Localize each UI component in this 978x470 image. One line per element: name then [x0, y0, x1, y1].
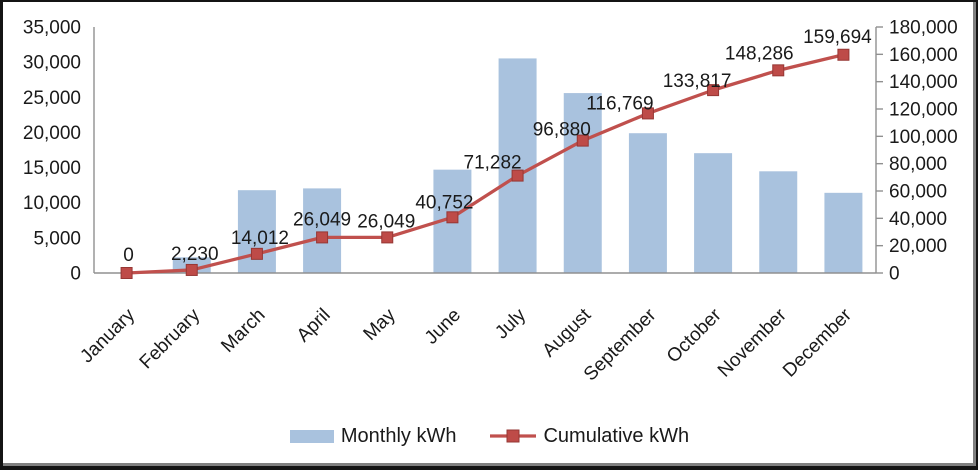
legend-item-cumulative-kwh[interactable]: Cumulative kWh [490, 425, 689, 448]
right-axis-tick-label: 120,000 [889, 100, 958, 121]
left-axis-tick-label: 35,000 [23, 18, 81, 39]
left-axis-tick-label: 15,000 [23, 158, 81, 179]
data-label-december: 159,694 [803, 27, 872, 48]
bar-november[interactable] [759, 171, 798, 273]
cumulative-marker-december[interactable] [837, 48, 850, 61]
bar-april[interactable] [303, 188, 342, 273]
data-label-june: 40,752 [415, 192, 473, 213]
right-axis-tick-label: 0 [889, 264, 900, 285]
bar-december[interactable] [824, 192, 863, 273]
cumulative-marker-august[interactable] [576, 134, 589, 147]
data-label-july: 71,282 [464, 153, 522, 174]
cumulative-marker-march[interactable] [250, 247, 263, 260]
right-axis-tick-label: 160,000 [889, 45, 958, 66]
data-label-april: 26,049 [293, 209, 351, 230]
data-label-february: 2,230 [171, 244, 219, 265]
x-axis-label-february: February [136, 304, 205, 373]
left-axis-tick-label: 0 [70, 264, 81, 285]
data-label-september: 116,769 [586, 93, 653, 114]
cumulative-marker-september[interactable] [641, 107, 654, 120]
line-series-swatch [490, 429, 537, 443]
cumulative-marker-june[interactable] [446, 211, 459, 224]
bar-series-swatch [289, 429, 334, 443]
x-axis-label-april: April [293, 305, 335, 347]
legend: Monthly kWh Cumulative kWh [3, 421, 976, 451]
x-axis-label-july: July [491, 304, 530, 343]
x-axis-label-june: June [421, 305, 465, 349]
left-axis-tick-label: 10,000 [23, 193, 81, 214]
left-axis-tick-label: 25,000 [23, 88, 81, 109]
cumulative-marker-november[interactable] [772, 64, 785, 77]
right-axis-tick-label: 100,000 [889, 127, 958, 148]
right-axis-tick-label: 20,000 [889, 236, 947, 257]
left-axis-tick-label: 20,000 [23, 123, 81, 144]
x-axis-label-may: May [360, 304, 401, 345]
x-axis-label-august: August [539, 304, 596, 361]
right-axis-tick-label: 60,000 [889, 182, 947, 203]
x-axis-label-january: January [76, 304, 139, 367]
bar-october[interactable] [694, 153, 733, 273]
data-label-november: 148,286 [725, 43, 794, 64]
right-axis-tick-label: 180,000 [889, 18, 958, 39]
data-label-august: 96,880 [533, 120, 591, 141]
monthly-cumulative-kwh-chart: 0 5,000 10,000 15,000 20,000 25,000 30,000 35,0… [23, 18, 958, 386]
x-axis-label-march: March [217, 305, 269, 357]
data-label-march: 14,012 [231, 228, 289, 249]
x-axis-label-december: December [779, 304, 856, 381]
data-label-october: 133,817 [663, 71, 732, 92]
cumulative-marker-july[interactable] [511, 169, 524, 182]
right-axis-tick-label: 40,000 [889, 209, 947, 230]
left-axis-tick-label: 30,000 [23, 53, 81, 74]
right-axis-tick-label: 140,000 [889, 72, 958, 93]
cumulative-line[interactable] [126, 53, 844, 275]
left-axis-tick-label: 5,000 [33, 228, 81, 249]
bar-september[interactable] [628, 133, 667, 273]
cumulative-marker-october[interactable] [707, 84, 720, 97]
bar-july[interactable] [498, 58, 537, 274]
legend-label-cumulative-kwh: Cumulative kWh [543, 424, 690, 447]
x-axis-label-october: October [663, 304, 726, 367]
x-axis-label-november: November [714, 304, 791, 381]
cumulative-marker-february[interactable] [185, 263, 198, 276]
cumulative-marker-april[interactable] [316, 231, 329, 244]
data-label-may: 26,049 [357, 211, 415, 232]
data-label-january: 0 [123, 245, 134, 266]
cumulative-marker-january[interactable] [120, 267, 133, 279]
cumulative-marker-may[interactable] [381, 231, 394, 244]
legend-item-monthly-kwh[interactable]: Monthly kWh [289, 424, 457, 448]
right-axis-tick-label: 80,000 [889, 154, 947, 175]
bar-august[interactable] [563, 93, 602, 273]
legend-label-monthly-kwh: Monthly kWh [340, 424, 457, 447]
